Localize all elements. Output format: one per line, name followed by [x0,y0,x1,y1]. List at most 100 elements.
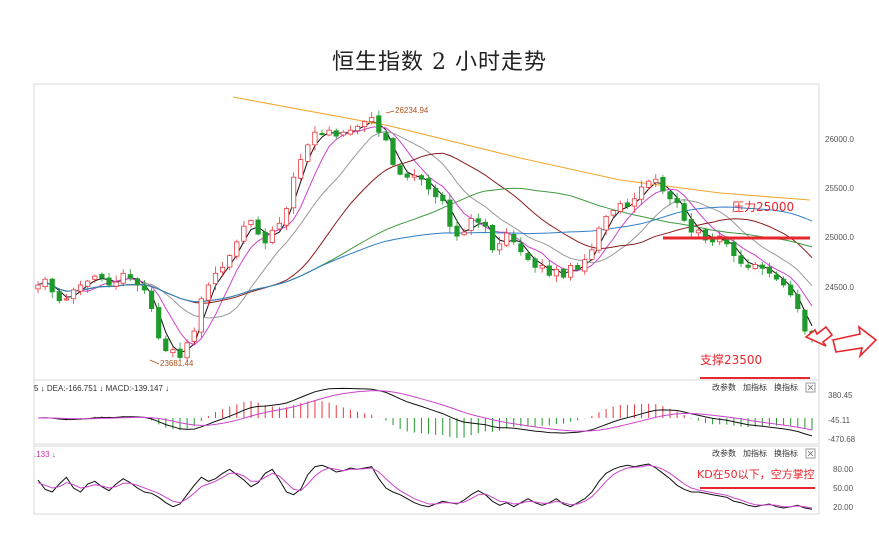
candle-down [532,258,538,268]
macd-dif-line [37,387,813,437]
close-icon-glyph [807,450,814,457]
price-axis: 26000.0 25500.0 25000.0 24500.0 [825,135,854,292]
adjust-params-button[interactable]: 改参数 [712,448,736,458]
macd-tick: -45.11 [828,416,851,425]
candle-down [518,243,524,253]
candle-up [227,255,233,268]
add-indicator-button[interactable]: 加指标 [743,382,767,392]
candle-up [312,131,318,146]
change-indicator-button[interactable]: 换指标 [774,448,798,458]
macd-buttons[interactable]: 改参数 加指标 换指标 [712,382,816,393]
kd-annotation: KD在50以下，空方掌控 [697,467,815,481]
candle-up [269,229,275,243]
kd-series [37,463,813,510]
candle-down [674,197,680,204]
candle-up [461,231,467,236]
candle-up [219,266,226,273]
resistance-label: 压力25000 [732,200,794,214]
candle-up [92,275,98,280]
candle-down [766,266,773,274]
macd-tick: -470.68 [828,435,856,444]
candle-down [575,264,581,270]
candle-up [326,129,332,136]
candle-down [106,277,112,286]
kd-axis: 80.00 50.00 20.00 [833,465,854,512]
candle-down [660,176,666,192]
candle-up [248,219,254,225]
adjust-params-button[interactable]: 改参数 [712,382,736,392]
ma-blue-line [37,206,813,303]
candle-down [49,278,55,293]
candle-down [127,274,133,279]
macd-axis: 380.45 -45.11 -470.68 [828,391,856,444]
candle-up [113,281,119,287]
candle-down [376,115,382,133]
candle-up [212,272,219,285]
candle-down [489,224,496,251]
candle-up [610,210,616,216]
candle-down [681,203,687,221]
candle-up [63,298,69,301]
add-indicator-button[interactable]: 加指标 [743,448,767,458]
candlesticks [35,110,815,362]
candle-up [695,229,702,234]
candle-down [482,221,489,227]
candle-up [653,178,659,183]
candle-up [347,129,354,135]
arrow-right-icon [832,325,878,359]
high-pointer [385,110,395,114]
candle-down [134,278,140,286]
price-tick: 25500.0 [825,184,854,193]
kd-buttons[interactable]: 改参数 加指标 换指标 [712,448,816,459]
candle-up [120,272,126,284]
macd-header: 5 ↓ DEA:-166.751 ↓ MACD:-139.147 ↓ [34,384,169,393]
candle-down [433,187,439,198]
candle-up [241,225,247,242]
candle-down [333,130,339,137]
ma-green-line [37,187,813,303]
kd-tick: 20.00 [833,503,854,512]
candle-up [496,243,503,251]
price-tick: 25000.0 [825,233,854,242]
candle-down [148,290,155,310]
macd-panel-frame [33,379,820,445]
candle-up [631,198,638,207]
macd-tick: 380.45 [828,391,853,400]
candle-up [276,222,283,230]
candle-down [425,178,432,190]
candle-up [70,289,77,300]
candle-up [596,227,602,251]
candle-up [468,217,474,231]
candle-down [390,138,396,165]
price-tick: 24500.0 [825,283,854,292]
kd-tick: 50.00 [833,484,854,493]
candle-up [354,125,361,132]
candle-up [85,280,91,287]
candle-down [560,268,567,278]
candle-up [283,208,290,226]
candle-up [298,159,304,179]
kd-d-line [37,464,813,509]
candle-up [369,117,375,122]
kd-tick: 80.00 [833,465,854,474]
change-indicator-button[interactable]: 换指标 [774,382,798,392]
candle-down [731,241,737,256]
candle-up [78,284,84,292]
chart-frames [33,83,820,515]
candle-up [305,144,311,162]
candle-down [454,225,460,237]
candle-down [773,274,780,280]
candle-down [163,338,169,352]
candle-down [440,194,446,202]
candle-down [745,264,751,268]
candle-down [475,218,481,223]
candle-up [290,176,297,209]
ma-long-orange-line [232,96,811,201]
candle-down [404,173,410,178]
candle-down [99,273,105,279]
candle-down [738,255,744,264]
candle-down [624,202,631,208]
candle-down [447,199,453,227]
low-label: 23681.44 [160,359,194,368]
current-price-tag: … [830,335,837,342]
